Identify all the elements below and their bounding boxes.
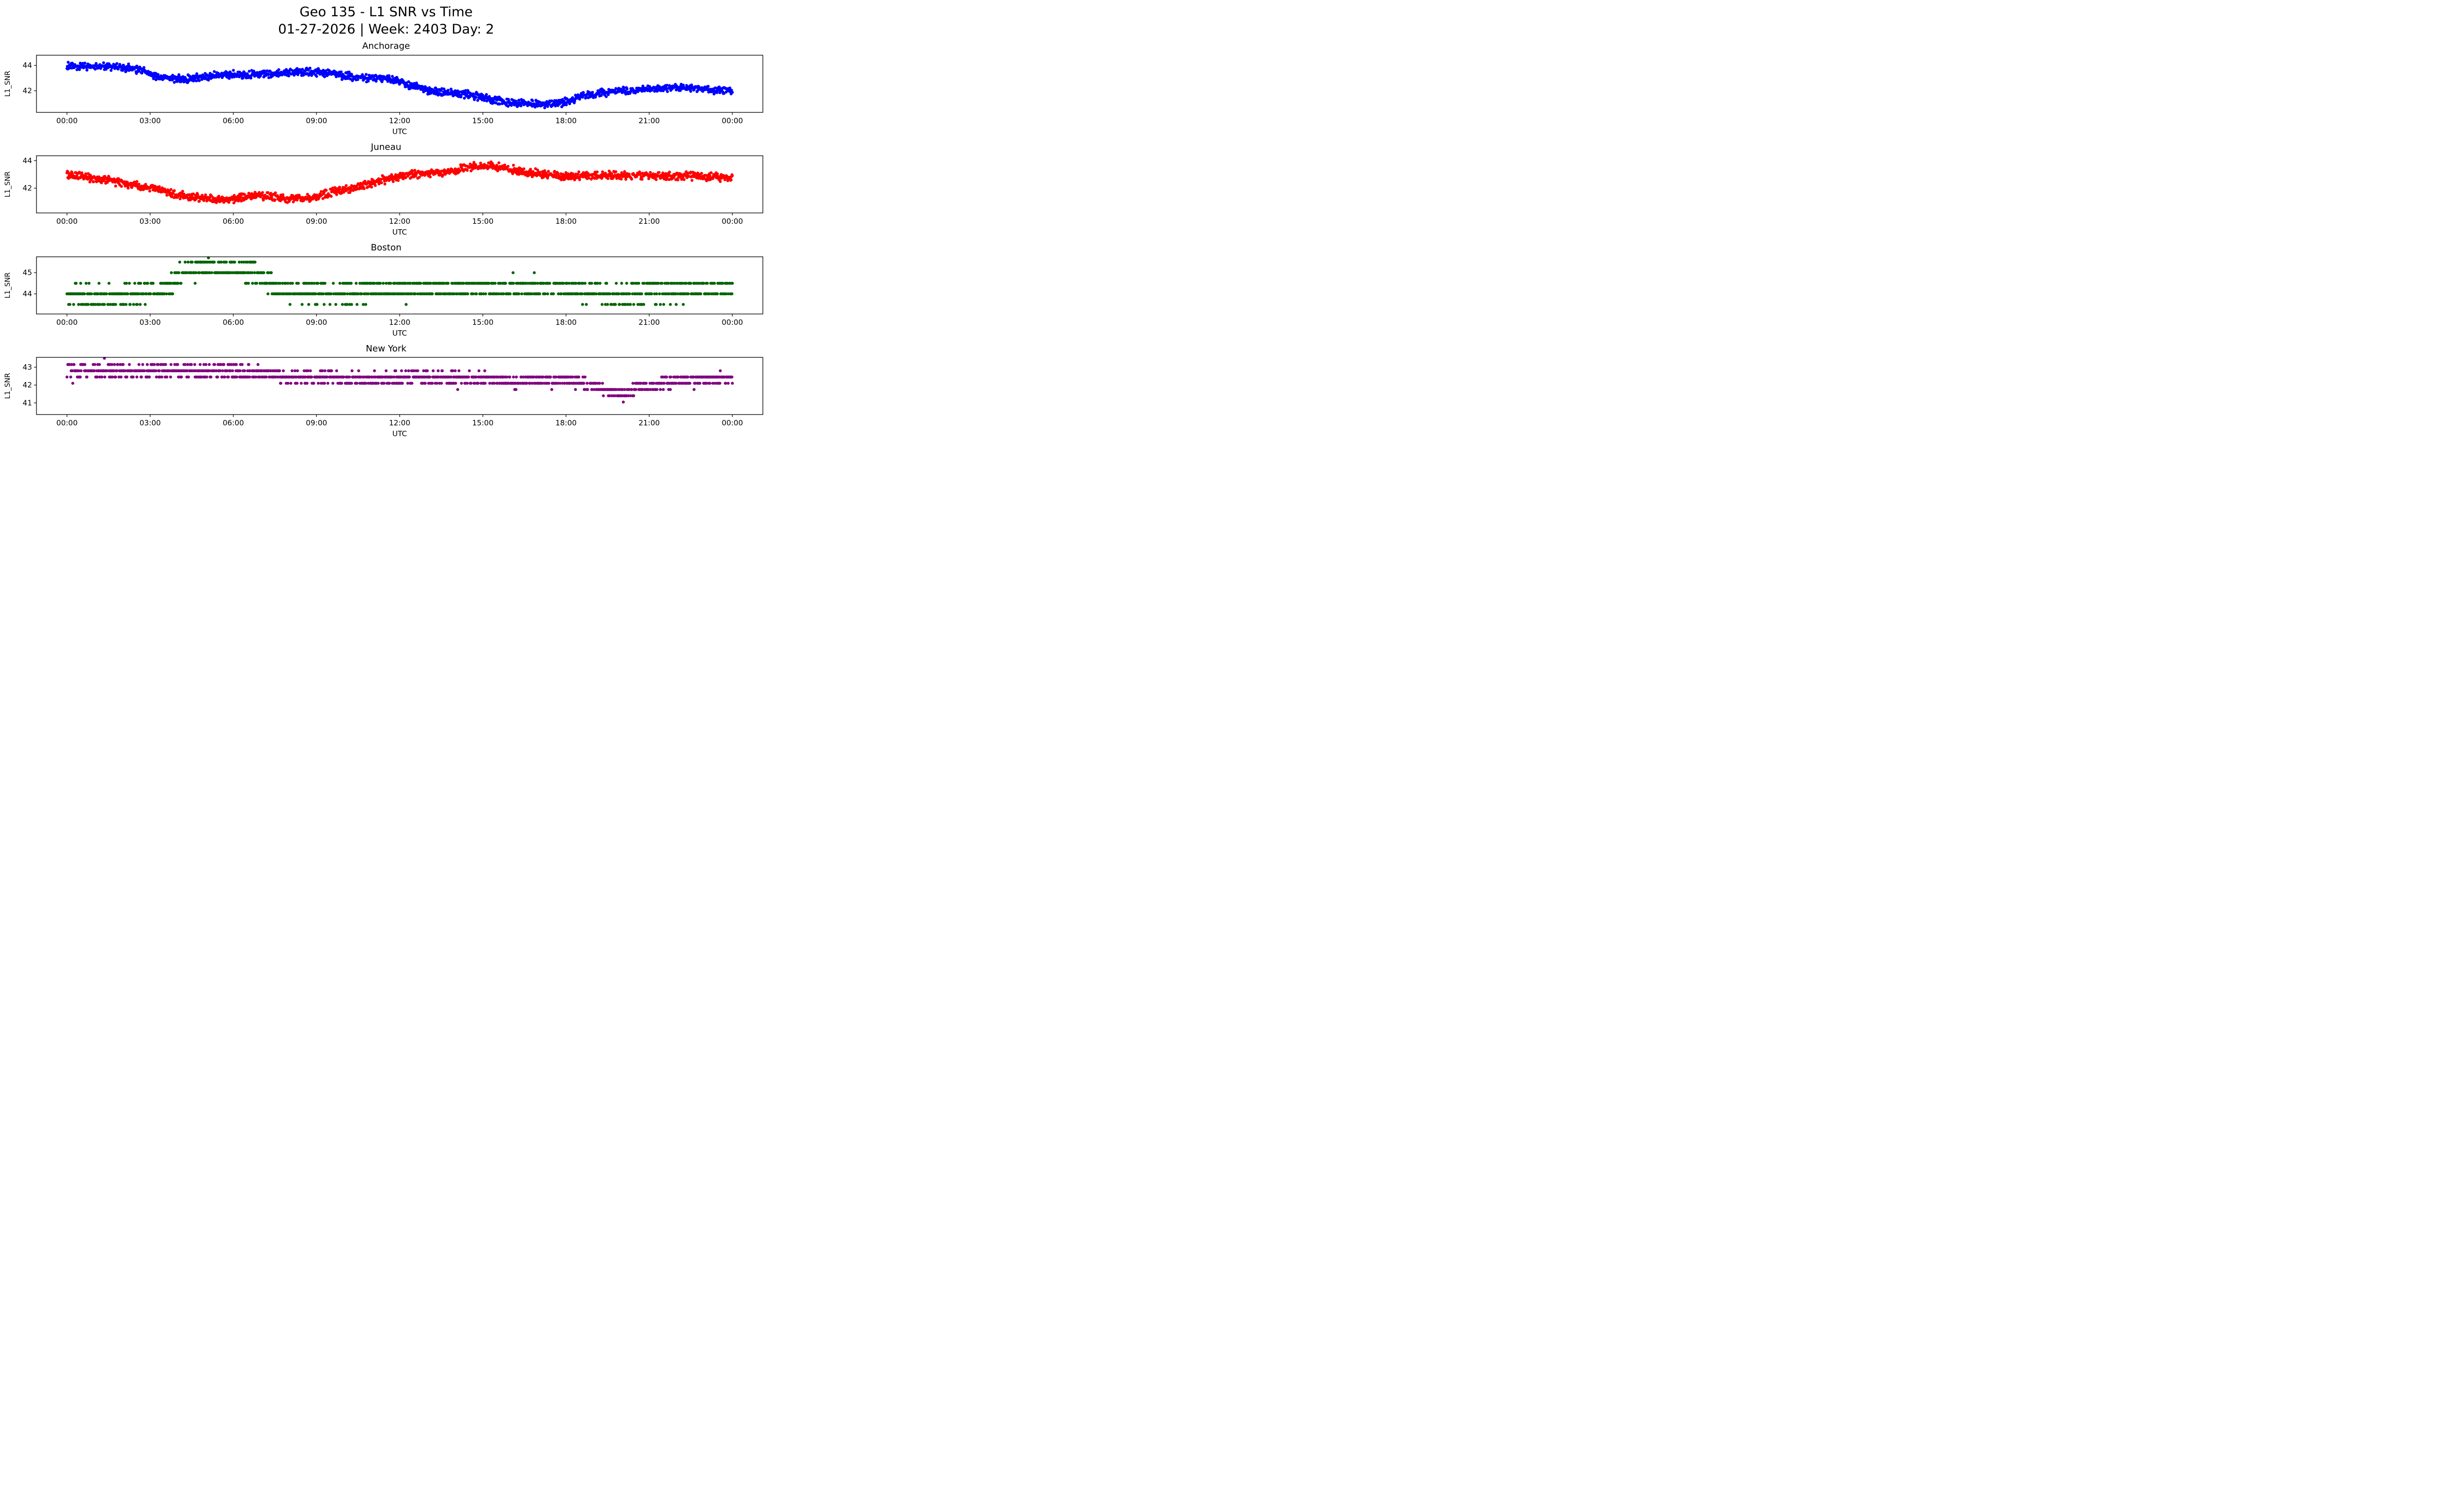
panel-newyork: New York [0,344,772,442]
panel-boston: Boston [0,243,772,341]
panel-title-anchorage: Anchorage [362,41,410,52]
figure-title: Geo 135 - L1 SNR vs Time 01-27-2026 | We… [0,4,772,38]
panel-title-newyork: New York [366,343,407,354]
panel-juneau: Juneau [0,142,772,240]
panel-title-boston: Boston [371,243,402,253]
panel-anchorage: Anchorage [0,41,772,139]
anchorage-plot-canvas [1,52,771,139]
figure-title-line1: Geo 135 - L1 SNR vs Time [299,4,473,20]
boston-plot-canvas [1,253,771,341]
figure-title-line2: 01-27-2026 | Week: 2403 Day: 2 [278,21,494,37]
figure: Geo 135 - L1 SNR vs Time 01-27-2026 | We… [0,0,772,442]
newyork-plot-canvas [1,354,771,442]
juneau-plot-canvas [1,153,771,240]
panel-title-juneau: Juneau [371,141,402,152]
